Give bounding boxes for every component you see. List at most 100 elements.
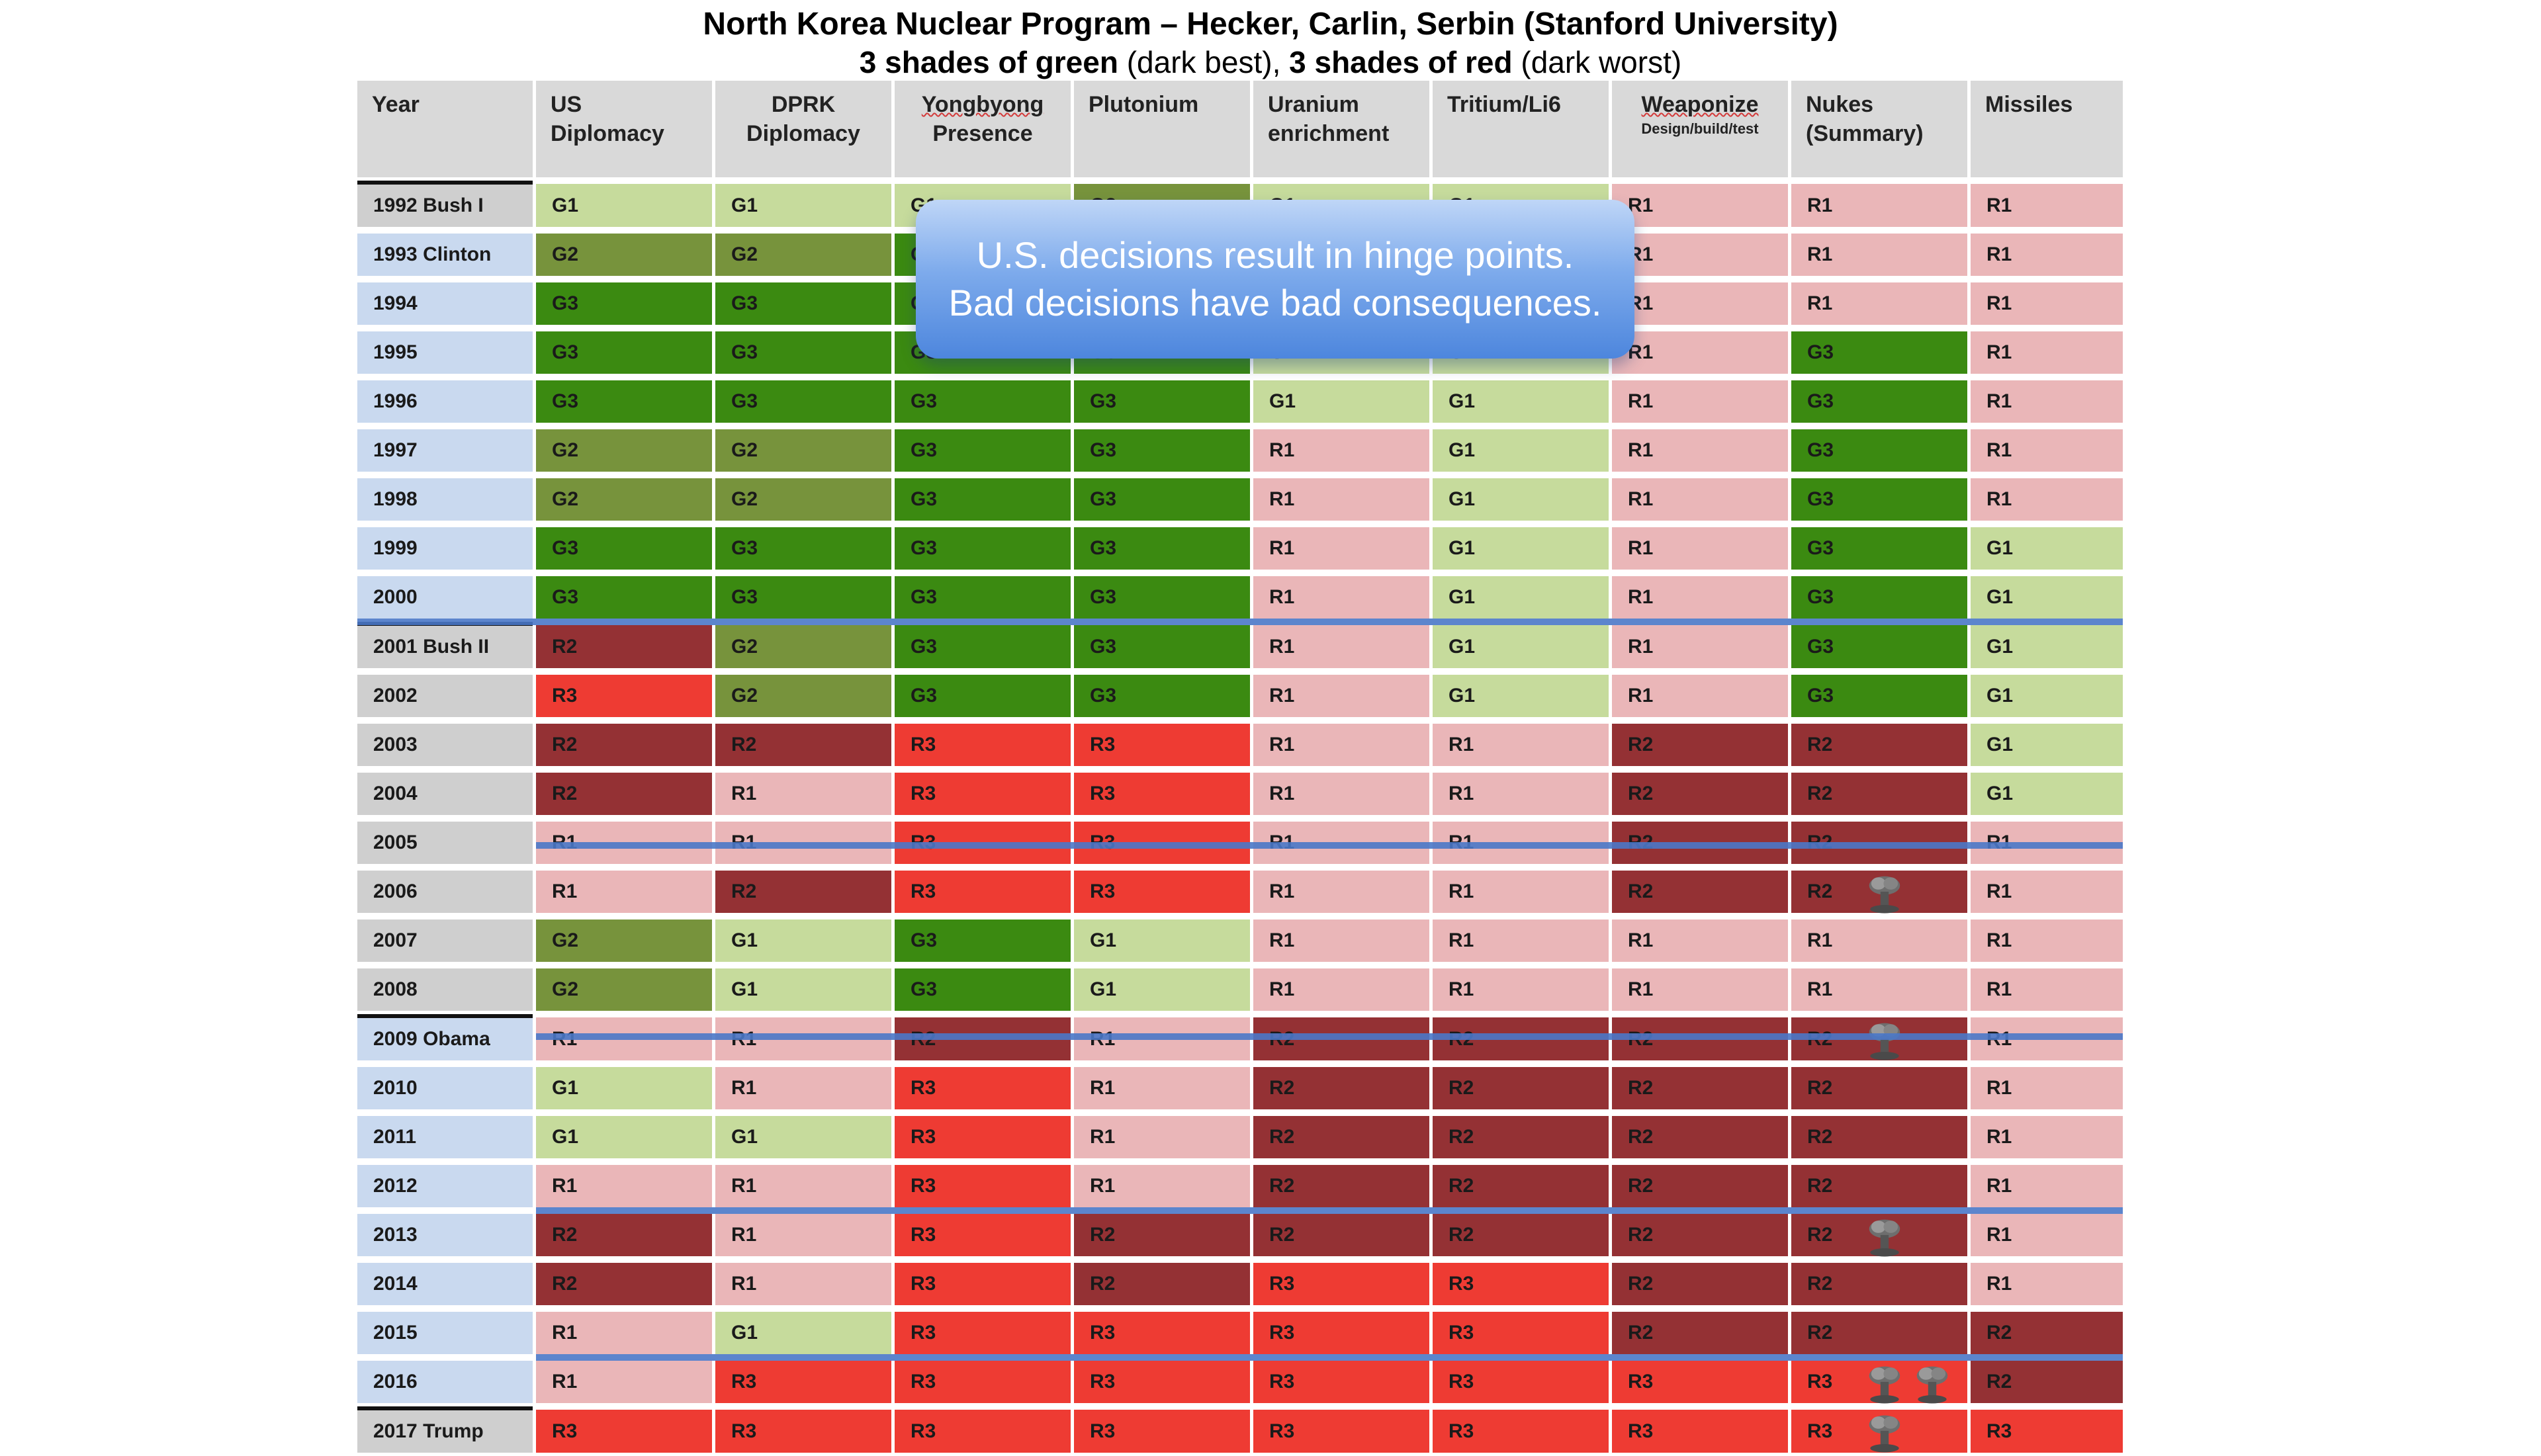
col-header-missiles: Missiles (1971, 81, 2123, 181)
callout-line-1: U.S. decisions result in hinge points. (976, 234, 1574, 276)
rating-label: G1 (552, 194, 579, 216)
rating-cell-us-diplomacy: R1 (536, 867, 712, 916)
rating-label: R2 (1628, 734, 1654, 755)
rating-cell-us-diplomacy: G3 (536, 377, 712, 426)
rating-label: R2 (1628, 1273, 1654, 1295)
rating-cell-dprk-diplomacy: G1 (715, 916, 891, 965)
rating-cell-uranium: R1 (1253, 769, 1429, 818)
rating-label: R3 (911, 880, 936, 902)
rating-cell-tritium: G1 (1433, 426, 1609, 475)
rating-cell-us-diplomacy: G2 (536, 426, 712, 475)
rating-label: R3 (1628, 1420, 1654, 1442)
rating-label: R3 (1269, 1322, 1295, 1344)
year-cell: 2008 (357, 965, 533, 1014)
rating-cell-plutonium: R3 (1074, 867, 1250, 916)
rating-cell-missiles: G1 (1971, 622, 2123, 671)
rating-label: R1 (1269, 685, 1295, 707)
rating-cell-us-diplomacy: R3 (536, 1406, 712, 1456)
col-header-year: Year (357, 81, 533, 181)
rating-label: R2 (1807, 734, 1833, 755)
rating-label: G1 (731, 1322, 758, 1344)
table-row: 2017 Trump R3 R3 R3 R3 R3 R3 R3 R3 R3 (357, 1406, 2123, 1456)
rating-cell-uranium: R3 (1253, 1308, 1429, 1357)
year-cell: 2011 (357, 1113, 533, 1162)
rating-cell-dprk-diplomacy: G2 (715, 671, 891, 720)
rating-label: R3 (1628, 1371, 1654, 1392)
year-cell: 2000 (357, 573, 533, 622)
year-cell: 1999 (357, 524, 533, 573)
rating-cell-uranium: R1 (1253, 916, 1429, 965)
rating-label: R3 (552, 1420, 578, 1442)
rating-cell-nukes: R2 (1791, 1064, 1967, 1113)
col-header-us-diplomacy: US Diplomacy (536, 81, 712, 181)
rating-cell-tritium: R1 (1433, 769, 1609, 818)
rating-label: R1 (731, 1273, 757, 1295)
rating-label: R3 (911, 1273, 936, 1295)
rating-label: R1 (1628, 978, 1654, 1000)
rating-cell-weaponize: R1 (1612, 279, 1788, 328)
rating-label: G1 (731, 1126, 758, 1148)
rating-cell-us-diplomacy: G1 (536, 1113, 712, 1162)
rating-cell-plutonium: R3 (1074, 1357, 1250, 1406)
rating-cell-weaponize: R1 (1612, 475, 1788, 524)
rating-cell-us-diplomacy: G2 (536, 230, 712, 279)
rating-label: R1 (1269, 978, 1295, 1000)
rating-label: R1 (1628, 685, 1654, 707)
rating-label: R1 (1628, 635, 1654, 658)
rating-label: G3 (1807, 537, 1834, 559)
rating-cell-plutonium: R3 (1074, 769, 1250, 818)
rating-cell-us-diplomacy: G1 (536, 181, 712, 230)
rating-cell-dprk-diplomacy: G1 (715, 181, 891, 230)
rating-cell-yongbyong: R3 (895, 1260, 1071, 1308)
rating-label: G2 (552, 488, 579, 510)
rating-label: R1 (1986, 488, 2012, 510)
rating-cell-us-diplomacy: G3 (536, 524, 712, 573)
rating-cell-uranium: G1 (1253, 377, 1429, 426)
rating-cell-yongbyong: G3 (895, 916, 1071, 965)
rating-label: R1 (1449, 783, 1474, 804)
table-row: 2001 Bush II R2 G2 G3 G3 R1 G1 R1 G3 G1 (357, 622, 2123, 671)
rating-cell-nukes: R3 (1791, 1406, 1967, 1456)
rating-cell-us-diplomacy: R2 (536, 1211, 712, 1260)
year-cell: 1995 (357, 328, 533, 377)
rating-cell-missiles: G1 (1971, 769, 2123, 818)
rating-cell-missiles: R1 (1971, 181, 2123, 230)
rating-cell-nukes: R1 (1791, 965, 1967, 1014)
col-header-tritium: Tritium/Li6 (1433, 81, 1609, 181)
rating-label: R2 (1090, 1224, 1116, 1246)
rating-cell-plutonium: G1 (1074, 965, 1250, 1014)
rating-label: R2 (1269, 1224, 1295, 1246)
rating-cell-nukes: R1 (1791, 916, 1967, 965)
rating-label: R2 (1628, 783, 1654, 804)
rating-cell-tritium: G1 (1433, 377, 1609, 426)
rating-label: R2 (1986, 1371, 2012, 1392)
rating-cell-tritium: R1 (1433, 916, 1609, 965)
rating-label: R1 (1269, 783, 1295, 804)
rating-label: G1 (552, 1077, 579, 1099)
rating-label: R1 (1986, 929, 2012, 951)
rating-label: R3 (911, 783, 936, 804)
rating-cell-weaponize: R2 (1612, 1064, 1788, 1113)
rating-cell-plutonium: R3 (1074, 1406, 1250, 1456)
rating-label: G1 (731, 194, 758, 216)
year-cell: 1994 (357, 279, 533, 328)
rating-cell-nukes: G3 (1791, 426, 1967, 475)
rating-label: R3 (1090, 1322, 1116, 1344)
rating-cell-nukes: G3 (1791, 377, 1967, 426)
mushroom-cloud-icon (1916, 1366, 1948, 1404)
rating-label: G3 (911, 488, 938, 510)
rating-cell-dprk-diplomacy: R1 (715, 1064, 891, 1113)
table-row: 2012 R1 R1 R3 R1 R2 R2 R2 R2 R1 (357, 1162, 2123, 1211)
rating-cell-dprk-diplomacy: G1 (715, 965, 891, 1014)
rating-cell-missiles: R3 (1971, 1406, 2123, 1456)
rating-label: R2 (552, 1224, 578, 1246)
rating-label: G3 (1090, 537, 1117, 559)
rating-label: R3 (1090, 783, 1116, 804)
rating-cell-yongbyong: R3 (895, 1064, 1071, 1113)
rating-label: R1 (1986, 341, 2012, 363)
rating-label: R1 (1090, 1175, 1116, 1197)
rating-label: R1 (1986, 1077, 2012, 1099)
year-cell: 2017 Trump (357, 1406, 533, 1456)
rating-cell-weaponize: R1 (1612, 965, 1788, 1014)
rating-label: R1 (731, 1077, 757, 1099)
